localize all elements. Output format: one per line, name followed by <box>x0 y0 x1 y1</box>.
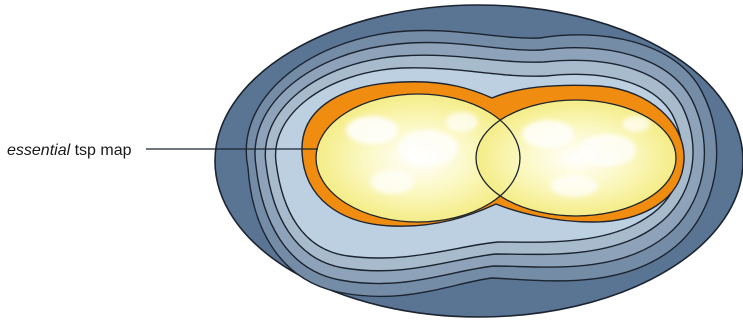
annotation-label-plain: tsp map <box>70 142 131 159</box>
core-highlights <box>346 112 650 197</box>
annotation-label: essential tsp map <box>7 142 132 159</box>
annotation-label-italic: essential <box>7 142 71 159</box>
right-set-outline <box>475 99 677 217</box>
left-set-outline <box>315 93 521 223</box>
core-right <box>476 100 676 216</box>
